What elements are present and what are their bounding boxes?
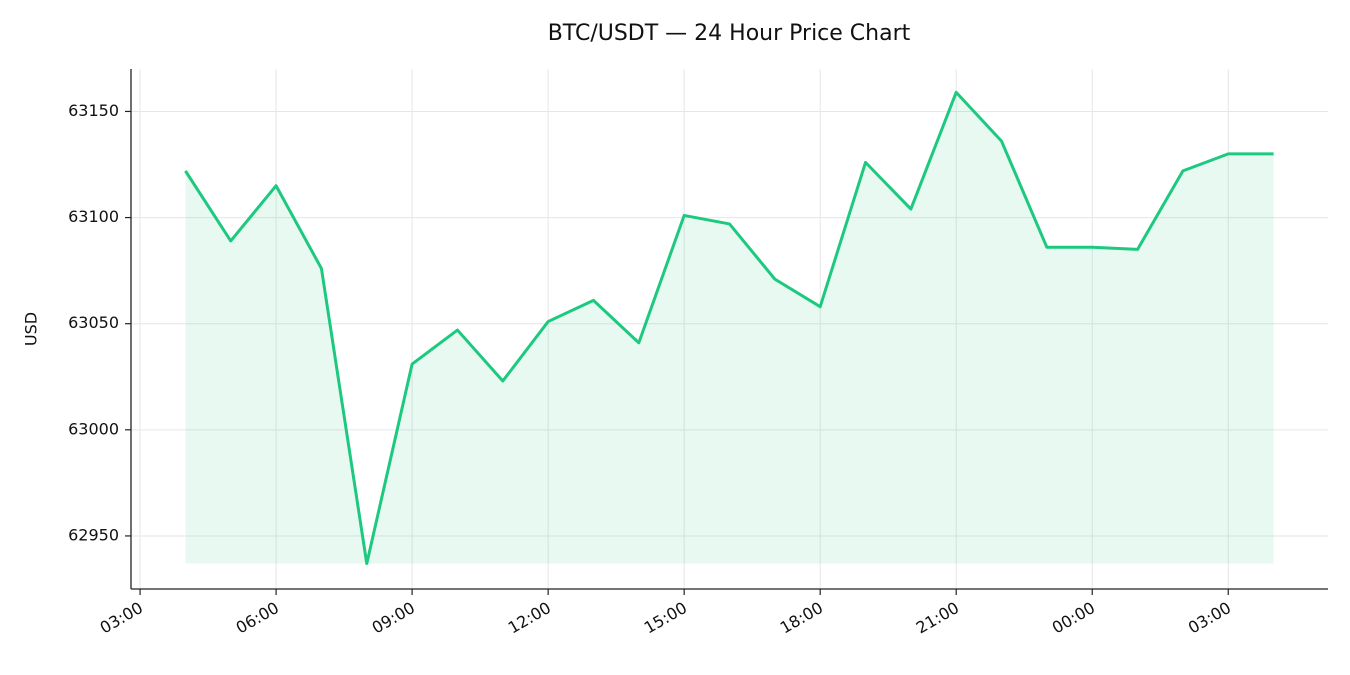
y-tick-label: 63100 <box>68 207 119 226</box>
x-tick-label: 00:00 <box>1049 598 1098 638</box>
x-tick-label: 03:00 <box>1185 598 1234 638</box>
y-axis-label: USD <box>22 312 41 346</box>
x-tick-label: 12:00 <box>505 598 554 638</box>
y-tick-label: 62950 <box>68 525 119 544</box>
x-tick-label: 06:00 <box>233 598 282 638</box>
x-tick-label: 15:00 <box>641 598 690 638</box>
x-tick-label: 09:00 <box>369 598 418 638</box>
area-fill <box>185 92 1274 564</box>
y-tick-label: 63000 <box>68 419 119 438</box>
x-tick-label: 03:00 <box>97 598 146 638</box>
x-tick-label: 18:00 <box>777 598 826 638</box>
y-tick-label: 63050 <box>68 313 119 332</box>
chart-title: BTC/USDT — 24 Hour Price Chart <box>548 21 911 46</box>
y-tick-label: 63150 <box>68 101 119 120</box>
price-line <box>184 90 1274 566</box>
x-tick-label: 21:00 <box>913 598 962 638</box>
